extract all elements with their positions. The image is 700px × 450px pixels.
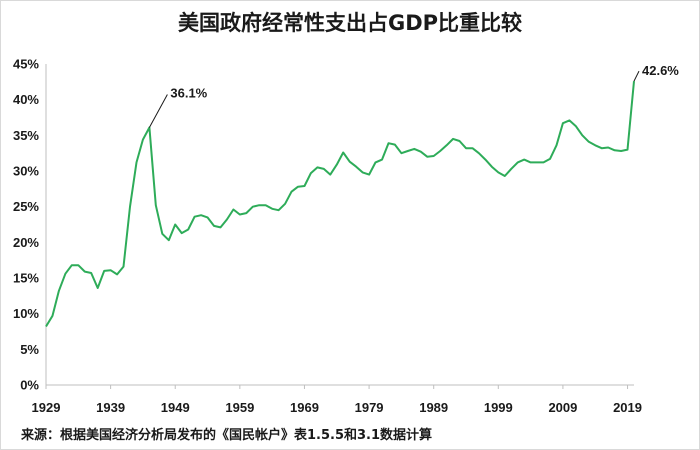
y-tick-label: 15% [13,271,39,286]
source-note: 来源：根据美国经济分析局发布的《国民帐户》表1.5.5和3.1数据计算 [21,428,433,443]
y-tick-label: 25% [13,199,39,214]
annotation-leader [633,70,640,82]
y-tick-label: 35% [13,128,39,143]
annotation-label: 36.1% [170,85,207,100]
y-tick-label: 30% [13,164,39,179]
y-tick-label: 0% [20,378,39,393]
x-tick-label: 1979 [355,400,384,415]
annotations: 36.1% 42.6% [148,63,679,128]
y-tick-label: 40% [13,92,39,107]
x-tick-label: 1929 [32,400,61,415]
x-tick-label: 2019 [613,400,642,415]
series-line [45,81,635,328]
x-tick-label: 1989 [419,400,448,415]
x-tick-label: 1959 [225,400,254,415]
x-tick-label: 1949 [161,400,190,415]
y-tick-label: 5% [20,342,39,357]
y-tick-labels: 0% 5% 10% 15% 20% 25% 30% 35% 40% 45% [13,57,39,393]
x-tick-label: 1999 [484,400,513,415]
axes [45,64,634,386]
x-tick-labels: 1929 1939 1949 1959 1969 1979 1989 1999 2009 2019 [32,385,642,415]
x-tick-label: 2009 [548,400,577,415]
y-tick-label: 10% [13,306,39,321]
chart-title: 美国政府经常性支出占GDP比重比较 [177,11,523,35]
y-tick-label: 45% [13,57,39,72]
x-tick-label: 1939 [96,400,125,415]
x-tick-label: 1969 [290,400,319,415]
y-tick-label: 20% [13,235,39,250]
annotation-leader [148,94,168,128]
annotation-label: 42.6% [642,63,679,78]
